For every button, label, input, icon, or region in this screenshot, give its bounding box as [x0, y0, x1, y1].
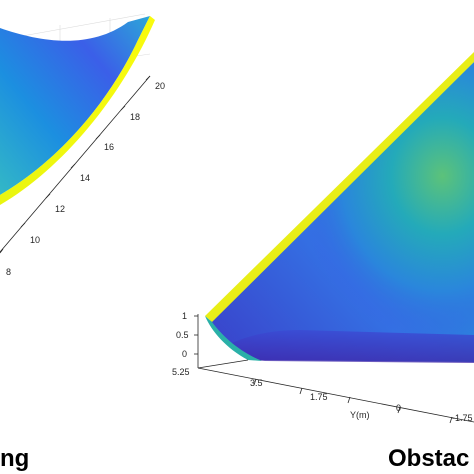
left-tick-label: 10: [30, 235, 40, 245]
right-panel: 1 0.5 0 5.25 3.5 1.75 0 -1.75 Y(m) Obsta…: [172, 52, 474, 472]
left-tick-label: 12: [55, 204, 65, 214]
right-surface-floor: [228, 330, 474, 363]
right-z-tick-label: 0: [182, 349, 187, 359]
right-caption: Obstac: [388, 445, 469, 472]
right-y-tick-label: 5.25: [172, 367, 190, 377]
right-y-tick-label: -1.75: [452, 413, 473, 423]
left-tick-label: 8: [6, 267, 11, 277]
right-y-axis-label: Y(m): [350, 410, 370, 420]
right-y-tick-label: 0: [396, 403, 401, 413]
right-y-axis: [197, 367, 474, 423]
right-y-tick-label: 3.5: [250, 378, 263, 388]
left-caption: ng: [0, 445, 29, 472]
left-surface: [0, 16, 150, 195]
left-panel: 20 18 16 14 12 10 8 ng: [0, 13, 165, 472]
right-surface-edge: [205, 52, 474, 322]
left-tick-label: 14: [80, 173, 90, 183]
right-z-tick-label: 1: [182, 311, 187, 321]
left-tick-label: 20: [155, 81, 165, 91]
right-z-tick-label: 0.5: [176, 330, 189, 340]
right-y-ticks: [253, 378, 453, 424]
left-ticks: [0, 75, 151, 254]
left-tick-label: 18: [130, 112, 140, 122]
right-y-tick-label: 1.75: [310, 392, 328, 402]
right-z-ticks: [194, 315, 198, 355]
left-surface-rim: [0, 16, 155, 205]
left-tick-label: 16: [104, 142, 114, 152]
right-surface-hotspot: [210, 62, 474, 362]
